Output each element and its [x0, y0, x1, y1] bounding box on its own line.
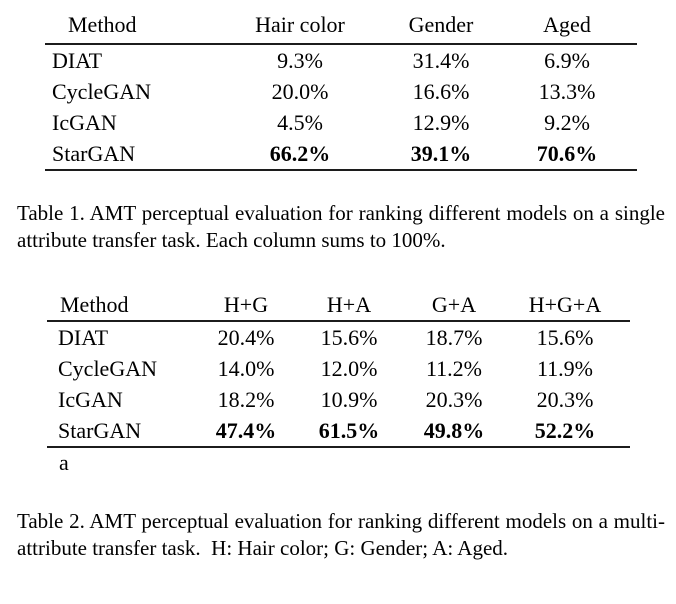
table1-header-row: Method Hair color Gender Aged — [45, 7, 637, 44]
table-row: CycleGAN 14.0% 12.0% 11.2% 11.9% — [47, 353, 630, 384]
table1-header-gender: Gender — [408, 12, 474, 37]
method-cell: DIAT — [52, 47, 103, 73]
value-cell: 15.6% — [320, 324, 378, 350]
method-cell: CycleGAN — [58, 355, 157, 381]
method-cell: StarGAN — [52, 140, 136, 166]
table2-grid: Method H+G H+A G+A H+G+A DIAT 20.4% 15.6… — [47, 289, 630, 448]
value-cell: 10.9% — [320, 386, 378, 412]
value-cell: 14.0% — [217, 355, 275, 381]
table1: Method Hair color Gender Aged DIAT 9.3% … — [45, 7, 637, 171]
value-cell: 66.2% — [269, 140, 331, 166]
value-cell: 31.4% — [412, 47, 470, 73]
value-cell: 52.2% — [534, 417, 596, 443]
value-cell: 9.3% — [277, 47, 323, 73]
value-cell: 39.1% — [410, 140, 472, 166]
value-cell: 61.5% — [318, 417, 380, 443]
value-cell: 9.2% — [544, 109, 590, 135]
table1-header-aged: Aged — [543, 12, 591, 37]
value-cell: 16.6% — [412, 78, 470, 104]
value-cell: 11.9% — [536, 355, 593, 381]
method-cell: CycleGAN — [52, 78, 151, 104]
method-cell: IcGAN — [58, 386, 123, 412]
value-cell: 13.3% — [538, 78, 596, 104]
table1-grid: Method Hair color Gender Aged DIAT 9.3% … — [45, 7, 637, 171]
table-row-stargan: StarGAN 66.2% 39.1% 70.6% — [45, 138, 637, 170]
table2-header-ga: G+A — [431, 291, 477, 317]
value-cell: 6.9% — [544, 47, 590, 73]
table1-caption: Table 1. AMT perceptual evaluation for r… — [17, 201, 665, 252]
table2-header-row: Method H+G H+A G+A H+G+A — [47, 289, 630, 321]
value-cell: 20.3% — [536, 386, 594, 412]
value-cell: 20.4% — [217, 324, 275, 350]
table-row: IcGAN 18.2% 10.9% 20.3% 20.3% — [47, 384, 630, 415]
table2: Method H+G H+A G+A H+G+A DIAT 20.4% 15.6… — [47, 289, 630, 448]
table-row: DIAT 20.4% 15.6% 18.7% 15.6% — [47, 321, 630, 353]
table2-caption: Table 2. AMT perceptual evaluation for r… — [17, 509, 665, 560]
method-cell: StarGAN — [58, 417, 142, 443]
stray-subfigure-label: a — [59, 450, 69, 475]
table1-header-method: Method — [68, 12, 137, 37]
table2-header-method: Method — [60, 291, 129, 317]
value-cell: 20.0% — [271, 78, 329, 104]
value-cell: 15.6% — [536, 324, 594, 350]
table1-header-hair-color: Hair color — [255, 12, 345, 37]
method-cell: DIAT — [58, 324, 109, 350]
value-cell: 4.5% — [277, 109, 323, 135]
value-cell: 11.2% — [425, 355, 482, 381]
value-cell: 70.6% — [536, 140, 598, 166]
table-row: DIAT 9.3% 31.4% 6.9% — [45, 44, 637, 76]
value-cell: 20.3% — [425, 386, 483, 412]
value-cell: 18.2% — [217, 386, 275, 412]
value-cell: 49.8% — [423, 417, 485, 443]
table-row: IcGAN 4.5% 12.9% 9.2% — [45, 107, 637, 138]
table-row-stargan: StarGAN 47.4% 61.5% 49.8% 52.2% — [47, 415, 630, 447]
method-cell: IcGAN — [52, 109, 117, 135]
table2-header-hg: H+G — [223, 291, 269, 317]
table2-header-ha: H+A — [326, 291, 372, 317]
value-cell: 12.9% — [412, 109, 470, 135]
value-cell: 18.7% — [425, 324, 483, 350]
table-row: CycleGAN 20.0% 16.6% 13.3% — [45, 76, 637, 107]
value-cell: 47.4% — [215, 417, 277, 443]
value-cell: 12.0% — [320, 355, 378, 381]
table2-header-hga: H+G+A — [528, 291, 602, 317]
